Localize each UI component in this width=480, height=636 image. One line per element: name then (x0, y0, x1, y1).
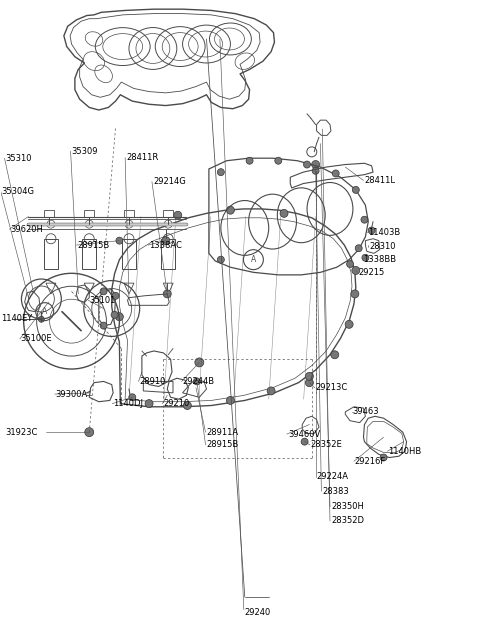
Circle shape (303, 161, 311, 168)
Circle shape (368, 227, 375, 234)
Text: 1140HB: 1140HB (388, 446, 421, 455)
Text: 28352D: 28352D (331, 516, 364, 525)
Circle shape (174, 211, 182, 219)
Text: 28910: 28910 (140, 377, 166, 386)
Circle shape (217, 169, 224, 176)
Circle shape (305, 378, 313, 387)
Text: 28350H: 28350H (331, 502, 364, 511)
Text: 39463: 39463 (352, 407, 379, 417)
Circle shape (195, 358, 204, 367)
Text: 28411R: 28411R (126, 153, 158, 162)
Circle shape (227, 206, 234, 214)
Circle shape (352, 186, 360, 193)
Text: 39300A: 39300A (56, 390, 88, 399)
Circle shape (38, 316, 44, 322)
Circle shape (217, 256, 224, 263)
Text: 29210: 29210 (163, 399, 190, 408)
Text: 39620H: 39620H (10, 225, 43, 233)
Text: 29244B: 29244B (182, 377, 215, 386)
Text: 35309: 35309 (72, 147, 98, 156)
Text: A: A (42, 307, 48, 316)
Text: 28352E: 28352E (311, 440, 343, 449)
Circle shape (115, 313, 123, 321)
Circle shape (355, 245, 362, 252)
Text: A: A (251, 255, 256, 264)
Text: 35310: 35310 (5, 154, 32, 163)
Circle shape (193, 378, 201, 385)
Text: 29240: 29240 (245, 609, 271, 618)
Circle shape (163, 290, 171, 298)
Circle shape (162, 237, 170, 245)
Circle shape (380, 454, 387, 461)
Text: 1338BB: 1338BB (363, 255, 396, 264)
Circle shape (111, 312, 118, 319)
Circle shape (100, 322, 107, 329)
Text: 29213C: 29213C (316, 384, 348, 392)
Circle shape (362, 254, 369, 261)
Text: 28915B: 28915B (206, 440, 239, 449)
Circle shape (351, 290, 359, 298)
Bar (163, 210, 173, 216)
Text: 28911A: 28911A (206, 427, 239, 437)
Circle shape (347, 261, 354, 268)
Text: 28310: 28310 (369, 242, 396, 251)
Circle shape (112, 293, 119, 300)
Circle shape (332, 170, 339, 177)
Text: 1338AC: 1338AC (149, 240, 182, 249)
Bar (124, 210, 134, 216)
Text: 31923C: 31923C (5, 427, 38, 437)
Circle shape (85, 427, 94, 437)
Circle shape (305, 372, 313, 380)
Text: 29216F: 29216F (355, 457, 386, 466)
Circle shape (183, 401, 192, 410)
Circle shape (345, 321, 353, 328)
Circle shape (312, 160, 320, 169)
Bar (44, 238, 58, 269)
Circle shape (352, 266, 360, 274)
Bar (84, 210, 94, 216)
Text: 29224A: 29224A (317, 472, 348, 481)
Circle shape (301, 438, 308, 445)
Circle shape (331, 351, 339, 359)
Circle shape (227, 396, 234, 404)
Bar (82, 238, 96, 269)
Text: 1140DJ: 1140DJ (113, 399, 143, 408)
Circle shape (267, 387, 275, 395)
Text: 28915B: 28915B (77, 240, 109, 249)
Circle shape (312, 167, 319, 174)
Circle shape (275, 157, 282, 164)
Circle shape (116, 237, 123, 244)
Bar (122, 238, 136, 269)
Text: 39460V: 39460V (288, 429, 320, 439)
Bar (44, 210, 54, 216)
Text: 35304G: 35304G (1, 187, 35, 196)
Text: 29214G: 29214G (153, 177, 186, 186)
Text: 35101: 35101 (89, 296, 116, 305)
Circle shape (246, 157, 253, 164)
Text: 28411L: 28411L (364, 176, 396, 185)
Text: 11403B: 11403B (368, 228, 400, 237)
Text: 35100E: 35100E (21, 335, 52, 343)
Circle shape (100, 288, 107, 295)
Circle shape (280, 209, 288, 218)
Circle shape (129, 394, 136, 401)
Circle shape (145, 399, 153, 408)
Circle shape (361, 216, 368, 223)
Text: 29215: 29215 (359, 268, 385, 277)
Text: 1140EY: 1140EY (0, 314, 32, 322)
Bar (161, 238, 175, 269)
Text: 28383: 28383 (323, 487, 349, 495)
